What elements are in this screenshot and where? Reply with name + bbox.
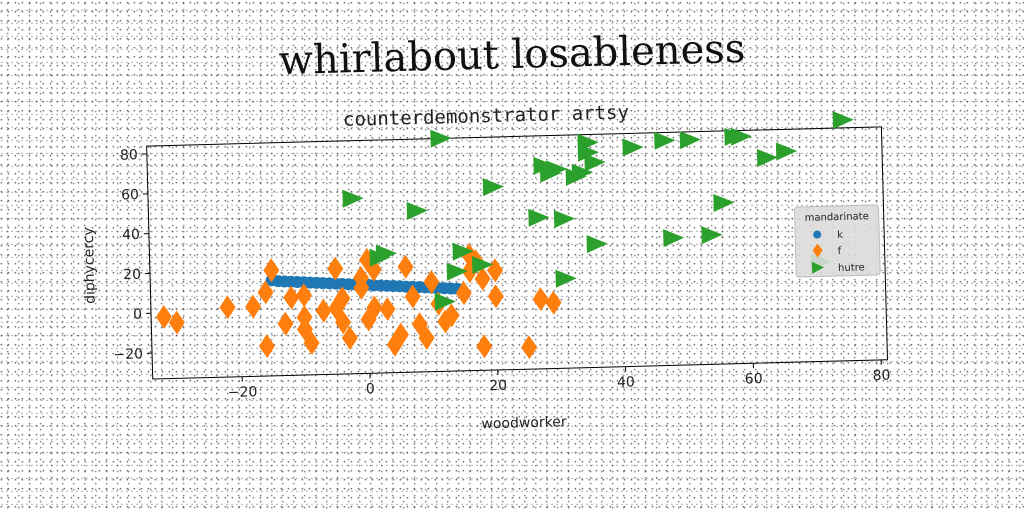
data-point-f [532, 287, 549, 312]
data-point-f [283, 285, 300, 310]
legend-marker-k [813, 230, 822, 239]
data-point-f [341, 325, 358, 350]
data-point-f [437, 309, 454, 334]
x-tick-label: −20 [228, 384, 258, 401]
y-axis-label: diphycercy [81, 227, 99, 304]
y-tick-label: 60 [121, 187, 139, 203]
data-point-hutre [584, 153, 606, 172]
chart-container: counterdemonstrator artsy −20 0 20 40 60 80 −… [76, 84, 915, 456]
x-tick-label: 0 [366, 381, 375, 397]
data-point-f [443, 303, 460, 328]
x-tick-label: 60 [745, 371, 763, 387]
data-point-hutre [471, 256, 494, 275]
data-point-hutre [546, 160, 568, 179]
data-point-f [545, 290, 562, 315]
data-point-hutre [663, 229, 685, 248]
plot-frame [146, 126, 888, 380]
data-point-f [487, 284, 504, 309]
data-point-hutre [701, 226, 723, 245]
data-point-f [455, 281, 472, 306]
data-point-f [327, 256, 344, 281]
data-point-hutre [577, 133, 599, 152]
data-point-f [245, 294, 262, 319]
data-point-hutre [713, 193, 735, 212]
data-point-f [386, 332, 403, 357]
data-point-f [521, 335, 538, 360]
data-point-hutre [375, 244, 398, 263]
scatter-chart: counterdemonstrator artsy −20 0 20 40 60 80 −… [81, 101, 891, 432]
data-point-hutre [571, 163, 594, 182]
data-point-hutre [555, 269, 577, 288]
data-point-f [295, 283, 312, 308]
chart-title: counterdemonstrator artsy [343, 101, 629, 130]
page-title: whirlabout losableness [278, 25, 746, 85]
legend-label-hutre: hutre [838, 262, 865, 274]
data-point-f [392, 322, 409, 347]
data-point-f [418, 325, 435, 350]
data-point-hutre [775, 142, 798, 161]
data-point-f [366, 295, 383, 320]
legend-label-k: k [837, 230, 843, 241]
data-point-hutre [430, 129, 452, 148]
x-axis-ticks: −20 0 20 40 60 80 [228, 359, 891, 401]
x-tick-label: 40 [617, 374, 635, 390]
data-point-hutre [434, 292, 456, 311]
data-points [155, 111, 854, 360]
data-point-f [334, 286, 351, 311]
data-point-hutre [533, 156, 555, 175]
data-point-f [315, 298, 332, 323]
data-point-hutre [446, 262, 468, 281]
data-point-f [461, 259, 478, 284]
data-point-f [258, 334, 275, 359]
data-point-f [397, 254, 414, 279]
data-point-hutre [342, 189, 364, 208]
data-point-hutre [586, 235, 608, 254]
data-point-hutre [654, 131, 676, 150]
x-tick-label: 20 [489, 378, 507, 394]
data-point-f [360, 307, 377, 332]
data-point-f [257, 280, 274, 305]
legend: mandarinate k f hutre [794, 204, 881, 278]
data-point-hutre [482, 178, 504, 197]
legend-marker-f [812, 243, 823, 258]
data-point-hutre [553, 210, 576, 229]
data-point-f [335, 310, 352, 335]
legend-title: mandarinate [805, 211, 869, 224]
data-point-f [303, 330, 320, 355]
x-axis-label: woodworker [481, 414, 567, 432]
y-tick-label: 40 [122, 227, 140, 243]
data-point-f [353, 275, 370, 300]
data-point-f [263, 258, 280, 283]
data-point-f [379, 297, 396, 322]
data-point-hutre [406, 201, 428, 220]
data-point-f [474, 266, 491, 291]
data-point-f [219, 295, 236, 320]
y-tick-label: 20 [123, 267, 141, 283]
data-point-hutre [832, 111, 854, 130]
data-point-hutre [622, 138, 644, 157]
x-tick-label: 80 [872, 368, 890, 384]
data-point-f [277, 311, 294, 336]
data-point-hutre [730, 127, 752, 146]
legend-label-f: f [837, 246, 841, 257]
data-point-f [168, 310, 185, 335]
data-point-hutre [452, 242, 474, 261]
data-point-f [476, 334, 493, 359]
data-point-hutre [528, 208, 550, 227]
data-point-f [404, 284, 421, 309]
y-tick-label: 0 [133, 307, 142, 323]
data-point-hutre [756, 148, 779, 167]
y-tick-label: −20 [113, 346, 143, 363]
y-axis-ticks: −20 0 20 40 60 80 [113, 147, 153, 363]
legend-box [794, 204, 881, 278]
data-point-f [423, 270, 440, 295]
data-point-f [365, 257, 382, 282]
data-point-hutre [679, 131, 701, 150]
y-tick-label: 80 [120, 147, 138, 163]
legend-marker-hutre [811, 261, 825, 274]
data-point-f [155, 304, 172, 329]
